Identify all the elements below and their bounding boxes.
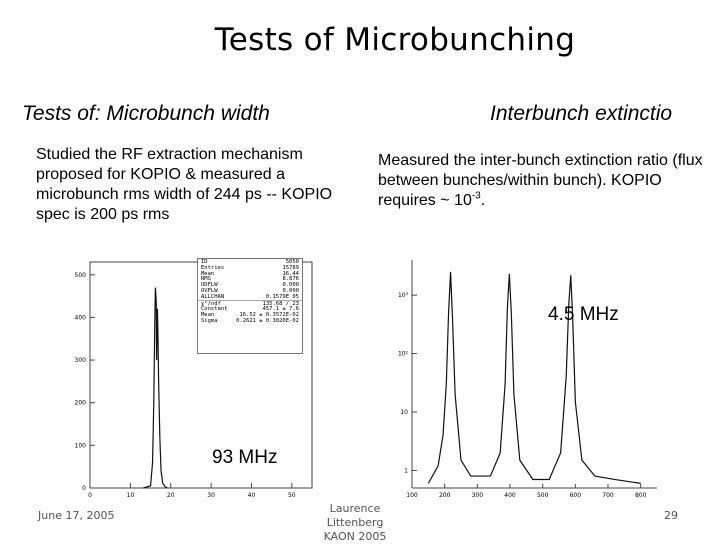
x-tick-label: 100: [406, 492, 418, 499]
stats-value: 0.2621 ± 0.3020E-02: [236, 317, 299, 324]
x-tick-label: 500: [537, 492, 549, 499]
x-tick-label: 50: [288, 492, 296, 499]
x-tick-label: 10: [127, 492, 135, 499]
stats-row: Entries 15789: [198, 265, 302, 271]
x-tick-label: 300: [472, 492, 484, 499]
stats-value: 16.52 ± 0.3572E-02: [239, 312, 299, 319]
stats-key: χ²/ndf: [201, 300, 221, 307]
y-tick-label: 10: [400, 409, 408, 416]
label-93-mhz: 93 MHz: [212, 447, 278, 468]
extinction-text-exponent: -3: [471, 190, 481, 202]
slide-title: Tests of Microbunching: [214, 22, 576, 58]
extinction-text: Measured the inter-bunch extinction rati…: [378, 151, 718, 211]
stats-row: OVFLW 0.000: [198, 288, 302, 294]
x-tick-label: 600: [570, 492, 582, 499]
extinction-distribution-line: [427, 271, 641, 484]
stats-value: 15789: [282, 264, 299, 271]
stats-row: Mean 16.52 ± 0.3572E-02: [198, 312, 302, 318]
stats-value: 8.876: [282, 276, 299, 283]
stats-value: 135.68 / 23: [262, 300, 299, 307]
stats-key: RMS: [201, 276, 211, 283]
stats-row: χ²/ndf 135.68 / 23: [198, 299, 302, 307]
stats-row: ALLCHAN 0.1579E 05: [198, 294, 302, 300]
stats-key: Sigma: [201, 317, 218, 324]
stats-key: ALLCHAN: [201, 293, 225, 300]
microbunch-width-text: Studied the RF extraction mechanism prop…: [36, 146, 333, 223]
stats-row: Constant 457.1 ± 7.6: [198, 306, 302, 312]
stats-row: ID 5050: [198, 259, 302, 265]
footer-venue: KAON 2005: [323, 530, 387, 543]
stats-key: UDFLW: [201, 282, 218, 289]
stats-row: Mean 16.44: [198, 271, 302, 277]
x-tick-label: 700: [602, 492, 614, 499]
y-tick-label: 10³: [398, 292, 409, 299]
y-tick-label: 0: [82, 485, 86, 492]
x-tick-label: 30: [207, 492, 215, 499]
subtitle-interbunch-extinction: Interbunch extinctio: [490, 102, 673, 125]
subtitle-microbunch-width: Tests of: Microbunch width: [22, 102, 270, 125]
x-tick-label: 20: [167, 492, 175, 499]
stats-value: 5050: [285, 259, 299, 265]
fit-statistics-box: ID 5050 Entries 15789 Mean 16.44 RMS 8.876 UDFLW…: [197, 258, 303, 354]
stats-row: Sigma 0.2621 ± 0.3020E-02: [198, 318, 302, 324]
stats-value: 0.1579E 05: [265, 293, 299, 300]
y-tick-label: 300: [75, 357, 87, 364]
stats-key: Mean: [201, 312, 215, 319]
x-tick-label: 200: [439, 492, 451, 499]
stats-value: 457.1 ± 7.6: [262, 306, 299, 313]
stats-row: UDFLW 0.000: [198, 282, 302, 288]
x-tick-label: 40: [248, 492, 256, 499]
x-tick-label: 400: [504, 492, 516, 499]
y-tick-label: 500: [75, 272, 87, 279]
page-number: 29: [664, 509, 678, 522]
stats-key: Mean: [201, 270, 215, 277]
y-tick-label: 400: [75, 314, 87, 321]
footer-author: Laurence Littenberg KAON 2005: [300, 502, 410, 544]
label-4-5-mhz: 4.5 MHz: [548, 304, 619, 325]
extinction-text-end: .: [480, 192, 486, 209]
x-tick-label: 0: [88, 492, 92, 499]
interbunch-log-histogram: 100 200 300 400 500 600 700 800 1 10 10² 10³: [398, 260, 657, 499]
y-tick-label: 10²: [398, 351, 409, 358]
width-distribution-line: [143, 287, 168, 489]
stats-key: OVFLW: [201, 287, 218, 294]
stats-key: Constant: [201, 306, 228, 313]
stats-value: 0.000: [282, 282, 299, 289]
footer-date: June 17, 2005: [38, 509, 115, 522]
stats-value: 16.44: [282, 270, 299, 277]
y-tick-label: 100: [75, 442, 87, 449]
stats-value: 0.000: [282, 287, 299, 294]
stats-key: Entries: [201, 264, 225, 271]
extinction-text-main: Measured the inter-bunch extinction rati…: [378, 152, 703, 209]
stats-key: ID: [201, 259, 208, 265]
y-tick-label: 1: [404, 467, 408, 474]
x-tick-label: 800: [635, 492, 647, 499]
footer-author-name: Laurence Littenberg: [326, 502, 384, 529]
stats-row: RMS 8.876: [198, 276, 302, 282]
y-tick-label: 200: [75, 400, 87, 407]
